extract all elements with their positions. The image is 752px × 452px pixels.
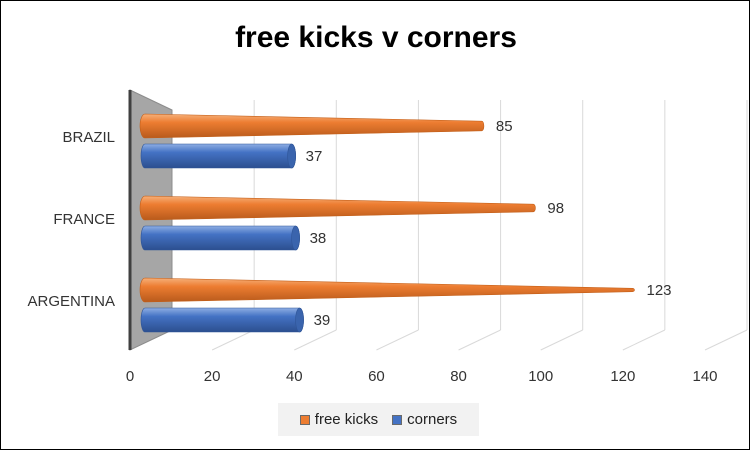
bar-corners-argentina [140,307,304,333]
x-tick-label-60: 60 [368,368,385,385]
legend-item-corners: corners [392,411,457,428]
data-label-corners-france: 38 [310,230,327,247]
bar-corners-france [140,225,300,251]
gridline-floor-20 [211,329,255,351]
bar-free-kicks-argentina [139,277,635,303]
x-tick-label-0: 0 [126,368,134,385]
legend-swatch-free-kicks [299,414,310,425]
legend-label-corners: corners [407,411,458,428]
data-label-free-kicks-brazil: 85 [496,118,513,135]
x-tick-label-80: 80 [450,368,467,385]
x-tick-label-20: 20 [204,368,221,385]
data-label-free-kicks-argentina: 123 [646,282,671,299]
legend-swatch-corners [392,414,403,425]
chart-title: free kicks v corners [235,21,517,54]
data-label-corners-argentina: 39 [314,312,331,329]
gridline-floor-80 [458,329,501,351]
x-tick-label-40: 40 [286,368,303,385]
legend-label-free-kicks: free kicks [314,411,379,428]
gridline-floor-120 [622,329,666,351]
gridline-floor-60 [376,329,419,351]
legend: free kicks corners [278,403,479,436]
gridline-floor-140 [704,329,748,351]
gridline-floor-40 [294,329,337,351]
data-label-corners-brazil: 37 [306,148,323,165]
bar-free-kicks-brazil [139,113,485,139]
category-label-france: FRANCE [53,211,115,228]
x-tick-label-120: 120 [610,368,635,385]
x-tick-label-100: 100 [528,368,553,385]
category-label-brazil: BRAZIL [62,129,115,146]
category-label-argentina: ARGENTINA [27,293,115,310]
bar-corners-brazil [140,143,296,169]
gridline-floor-100 [540,329,583,351]
bar-cap-corners-france [291,225,300,251]
bar-cap-corners-argentina [295,307,304,333]
bar-free-kicks-france [139,195,536,221]
bar-cap-corners-brazil [287,143,296,169]
data-label-free-kicks-france: 98 [547,200,564,217]
x-tick-label-140: 140 [692,368,717,385]
legend-item-free-kicks: free kicks [299,411,379,428]
